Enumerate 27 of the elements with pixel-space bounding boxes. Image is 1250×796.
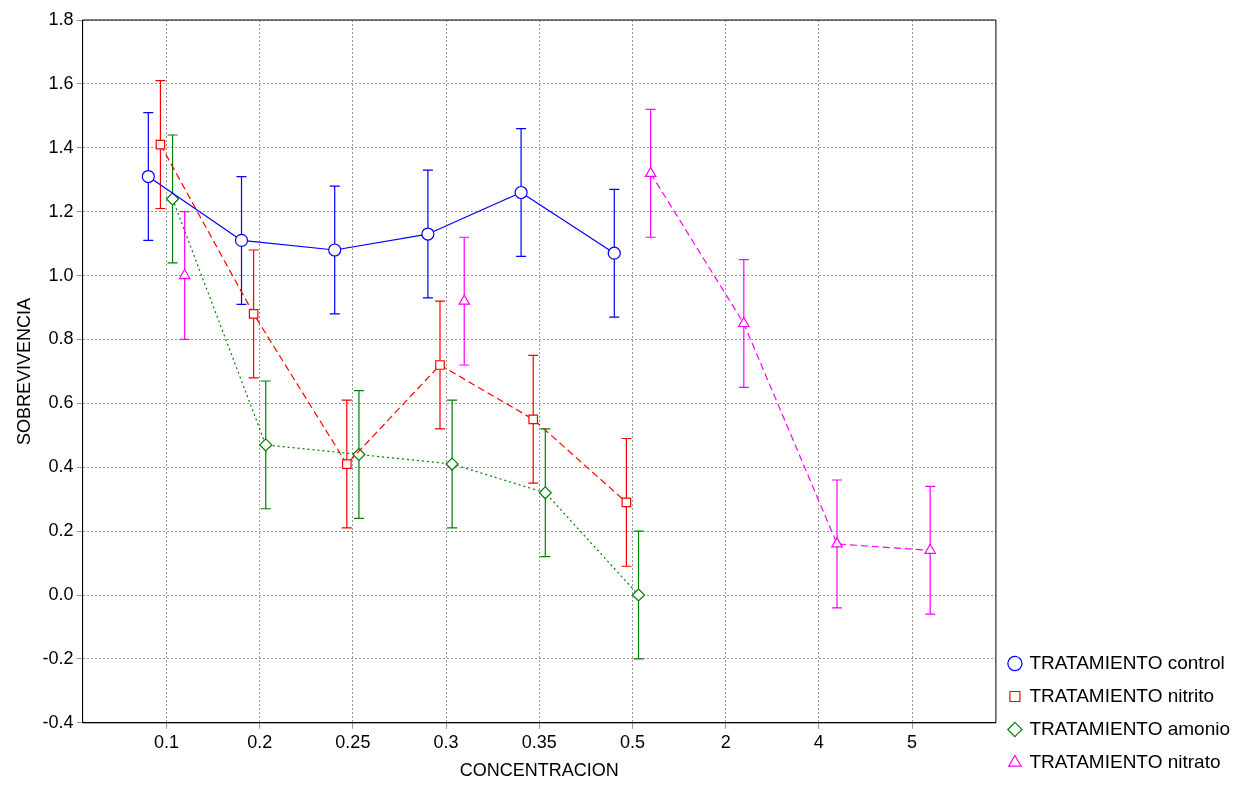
x-axis-title: CONCENTRACION	[459, 760, 619, 781]
x-tick-label: 0.5	[619, 731, 645, 752]
legend-label: TRATAMIENTO amonio	[1029, 717, 1231, 739]
y-tick-label: -0.2	[42, 647, 74, 668]
legend-label: TRATAMIENTO control	[1029, 651, 1225, 673]
y-tick-label: 0.2	[48, 520, 74, 541]
y-tick-label: 1.4	[48, 136, 74, 157]
x-tick-label: 0.2	[247, 731, 273, 752]
y-tick-label: 0.6	[48, 392, 74, 413]
y-tick-label: 1.8	[48, 8, 74, 29]
legend-label: TRATAMIENTO nitrato	[1029, 750, 1221, 772]
y-tick-label: 0.4	[48, 456, 74, 477]
y-tick-label: 1.2	[48, 200, 74, 221]
y-tick-label: 1.6	[48, 72, 74, 93]
legend-label: TRATAMIENTO nitrito	[1029, 684, 1215, 706]
y-tick-label: 0.0	[48, 583, 74, 604]
x-tick-label: 0.35	[521, 731, 557, 752]
x-tick-label: 4	[813, 731, 824, 752]
x-tick-label: 0.1	[153, 731, 180, 752]
x-tick-label: 2	[720, 731, 731, 752]
y-tick-label: -0.4	[42, 711, 74, 732]
y-tick-label: 0.8	[48, 328, 74, 349]
x-tick-label: 5	[907, 731, 918, 752]
y-tick-label: 1.0	[48, 264, 74, 285]
x-tick-label: 0.25	[335, 731, 371, 752]
x-tick-label: 0.3	[433, 731, 459, 752]
y-axis-title: SOBREVIVENCIA	[13, 297, 34, 445]
